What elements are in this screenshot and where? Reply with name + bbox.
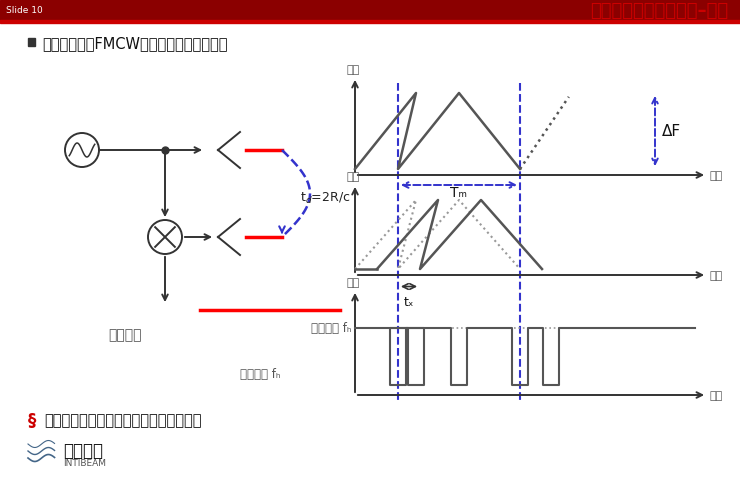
Bar bbox=[0, 20, 740, 23]
Text: 在此基础上衍生了很多更高级的调制方式: 在此基础上衍生了很多更高级的调制方式 bbox=[44, 413, 201, 429]
Text: INTIBEAM: INTIBEAM bbox=[63, 459, 106, 467]
Text: 时间: 时间 bbox=[710, 171, 723, 181]
Text: 频率: 频率 bbox=[346, 65, 360, 75]
Text: Tₘ: Tₘ bbox=[451, 186, 468, 200]
Text: 频率: 频率 bbox=[346, 278, 360, 288]
Text: 智波科技: 智波科技 bbox=[63, 442, 103, 460]
Text: 时间: 时间 bbox=[710, 391, 723, 401]
Text: 频率: 频率 bbox=[346, 172, 360, 182]
Text: 毫米波雷达的基本原理–测距: 毫米波雷达的基本原理–测距 bbox=[590, 2, 728, 20]
Text: t$_d$=2R/c: t$_d$=2R/c bbox=[300, 191, 351, 206]
Text: 最广泛应用的FMCW调制的毫米波雷达原理: 最广泛应用的FMCW调制的毫米波雷达原理 bbox=[42, 36, 227, 52]
Text: 中频信号: 中频信号 bbox=[108, 328, 142, 342]
Text: 差拍频率 fₕ: 差拍频率 fₕ bbox=[312, 322, 352, 335]
Bar bbox=[28, 38, 35, 46]
Text: §: § bbox=[28, 412, 36, 430]
Text: Slide 10: Slide 10 bbox=[6, 5, 43, 15]
Text: tₓ: tₓ bbox=[404, 296, 414, 308]
Text: 时间: 时间 bbox=[710, 271, 723, 281]
Text: ΔF: ΔF bbox=[662, 124, 681, 138]
Text: 差拍频率 fₕ: 差拍频率 fₕ bbox=[240, 369, 280, 382]
Bar bbox=[0, 0, 740, 20]
